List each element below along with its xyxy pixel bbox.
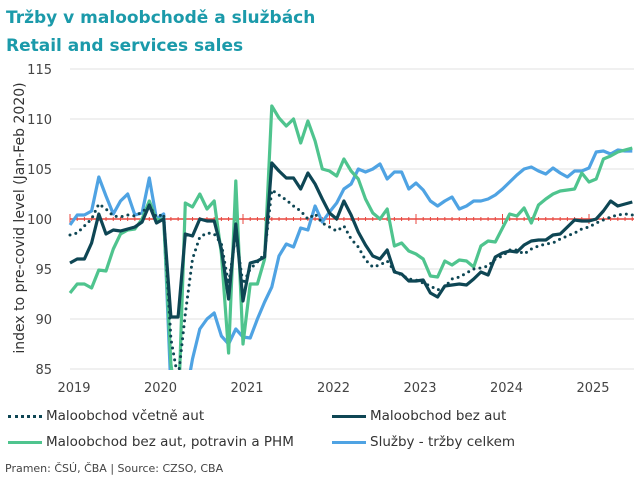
series-line-1 [69, 161, 633, 319]
y-tick-label: 90 [35, 313, 52, 328]
legend-swatch-blue [332, 440, 366, 444]
y-tick-label: 95 [35, 263, 52, 278]
series-line-3 [68, 148, 633, 370]
legend-item-retail-excl-cars-food-fuel: Maloobchod bez aut, potravin a PHM [8, 434, 294, 450]
line-chart: 85 90 95 100 105 110 115 2019 2020 2021 2022 2023 2… [12, 63, 634, 396]
x-tick-label: 2020 [144, 381, 177, 396]
legend-label: Maloobchod bez aut, potravin a PHM [46, 434, 294, 450]
chart-title-english: Retail and services sales [6, 36, 244, 56]
x-tick-label: 2025 [576, 381, 609, 396]
legend-swatch-dark [332, 414, 366, 418]
y-tick-label: 100 [27, 213, 52, 228]
x-tick-label: 2022 [317, 381, 350, 396]
x-tick-label: 2024 [490, 381, 523, 396]
legend-item-retail-incl-cars: Maloobchod včetně aut [8, 408, 204, 424]
legend-label: Služby - tržby celkem [370, 434, 516, 450]
legend-label: Maloobchod včetně aut [46, 408, 205, 424]
series-line-2 [68, 104, 633, 370]
y-axis-label: index to pre-covid level (Jan-Feb 2020) [12, 82, 28, 353]
x-tick-label: 2021 [230, 381, 263, 396]
x-tick-label: 2019 [57, 381, 90, 396]
y-tick-label: 110 [27, 113, 52, 128]
x-tick-label: 2023 [403, 381, 436, 396]
y-tick-label: 85 [35, 363, 52, 378]
legend-item-retail-excl-cars: Maloobchod bez aut [332, 408, 506, 424]
legend-swatch-green [8, 440, 42, 444]
source-note: Pramen: ČSÚ, ČBA | Source: CZSO, CBA [5, 462, 224, 475]
y-tick-label: 105 [27, 163, 52, 178]
chart-title-czech: Tržby v maloobchodě a službách [6, 8, 316, 28]
legend-item-services: Služby - tržby celkem [332, 434, 515, 450]
legend-swatch-dotted [8, 414, 42, 418]
legend-label: Maloobchod bez aut [370, 408, 507, 424]
y-tick-label: 115 [27, 63, 52, 78]
